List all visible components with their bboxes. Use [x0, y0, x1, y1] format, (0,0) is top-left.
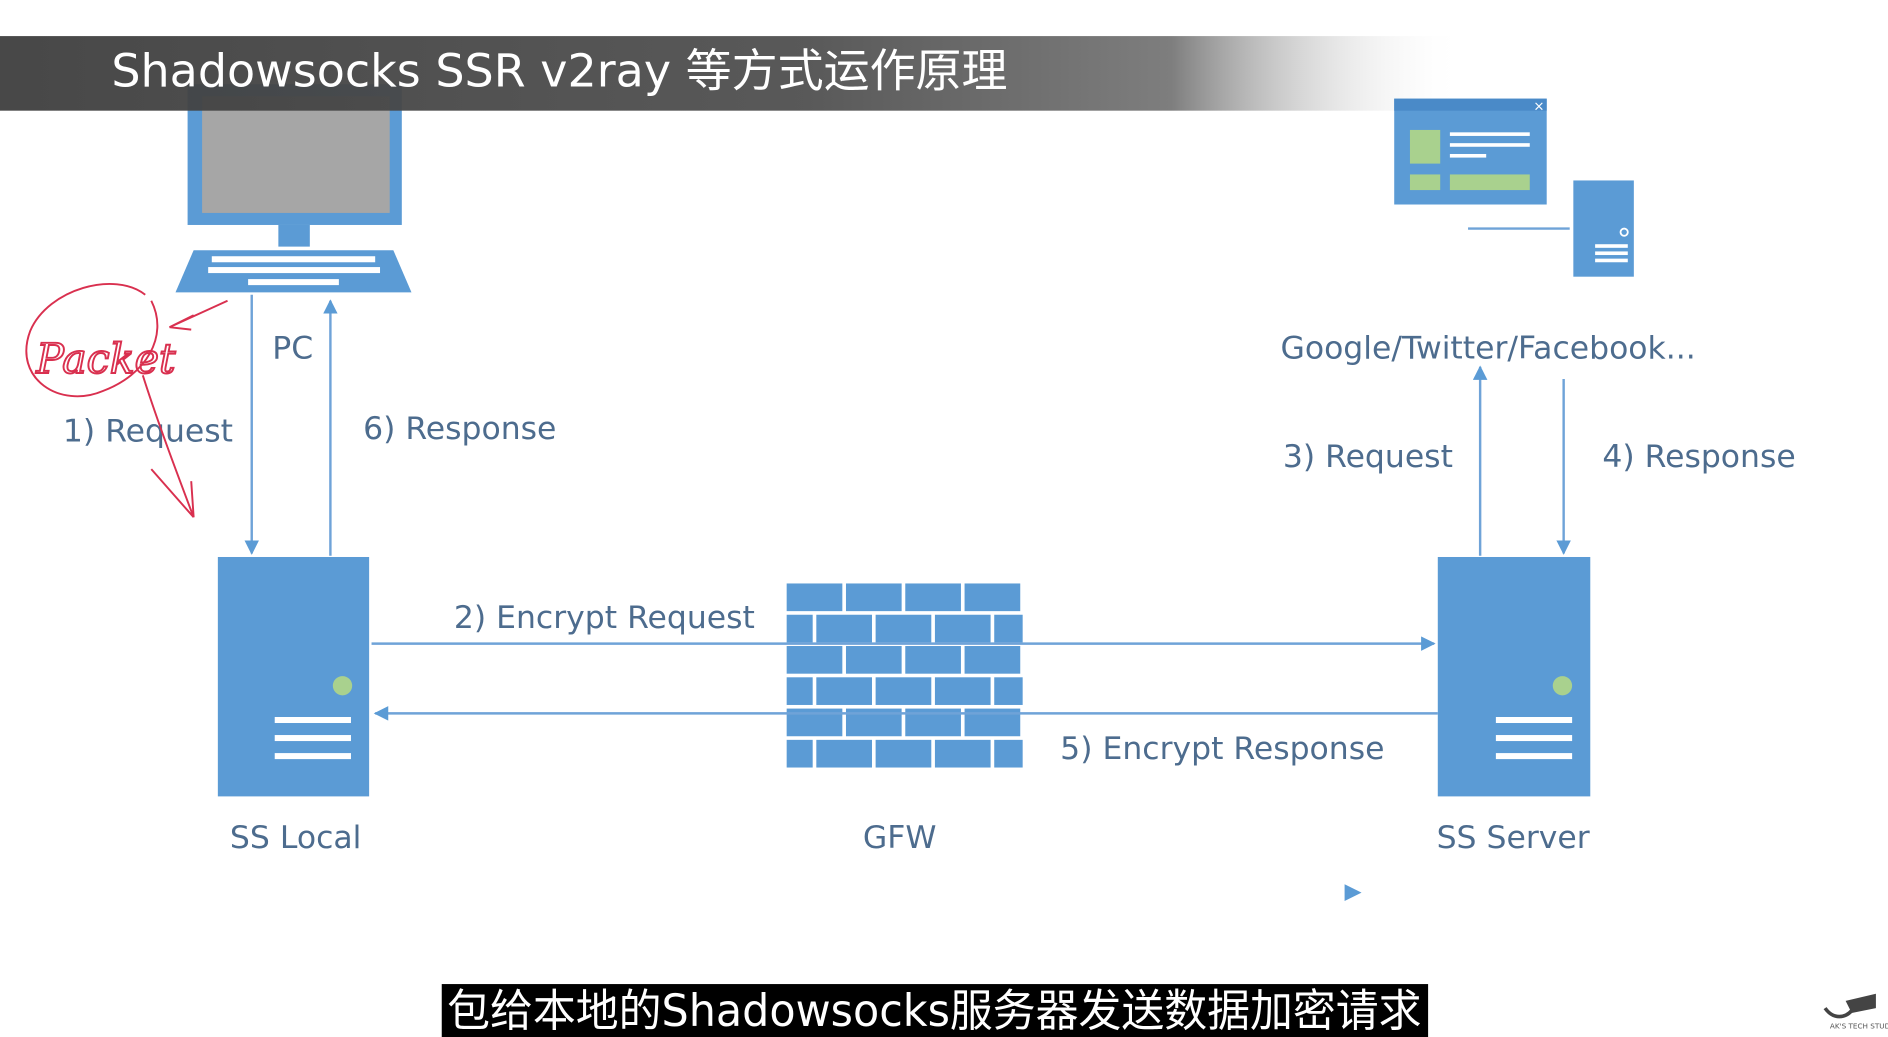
ss-local-server-icon — [217, 556, 370, 797]
firewall-brick — [905, 583, 961, 612]
title-bar — [0, 36, 1465, 111]
firewall-brick — [964, 583, 1021, 612]
firewall-brick — [964, 646, 1021, 674]
firewall-brick — [786, 646, 843, 674]
firewall-brick — [845, 646, 902, 674]
subtitle-text: 包给本地的Shadowsocks服务器发送数据加密请求 — [447, 985, 1421, 1037]
firewall-brick — [786, 739, 813, 768]
firewall-brick — [816, 677, 872, 705]
firewall-brick — [786, 583, 843, 612]
edge-label-1: 1) Request — [63, 414, 233, 450]
firewall-brick — [905, 646, 961, 674]
firewall-brick — [934, 614, 991, 643]
firewall-brick — [816, 614, 872, 643]
play-icon[interactable] — [1344, 884, 1362, 902]
firewall-brick — [786, 677, 813, 705]
edge-label-5: 5) Encrypt Response — [1060, 731, 1384, 767]
ss-local-label: SS Local — [230, 820, 361, 856]
edge-label-6: 6) Response — [363, 411, 556, 447]
firewall-brick — [875, 739, 932, 768]
firewall-brick — [845, 583, 902, 612]
firewall-brick — [994, 614, 1023, 643]
firewall-brick — [994, 677, 1023, 705]
edge-label-3: 3) Request — [1283, 439, 1453, 475]
firewall-brick — [816, 739, 872, 768]
website-icon: × — [1394, 98, 1634, 277]
svg-text:×: × — [1533, 100, 1544, 115]
watermark-logo: AK'S TECH STUDIO — [1823, 993, 1888, 1031]
firewall-brick — [875, 677, 932, 705]
annotation-packet: Packet — [35, 335, 176, 383]
gfw-label: GFW — [863, 820, 937, 856]
ss-server-label: SS Server — [1437, 820, 1590, 856]
pc-label: PC — [272, 331, 313, 367]
firewall-icon — [786, 583, 1023, 772]
firewall-brick — [994, 739, 1023, 768]
edge-label-2: 2) Encrypt Request — [454, 600, 755, 636]
pc-icon — [175, 84, 412, 293]
subtitle-background — [441, 984, 1429, 1037]
edge-label-4: 4) Response — [1602, 439, 1795, 475]
ss-server-icon — [1437, 556, 1591, 797]
svg-text:AK'S TECH STUDIO: AK'S TECH STUDIO — [1830, 1022, 1888, 1031]
handwritten-annotation — [25, 283, 228, 518]
firewall-brick — [934, 739, 991, 768]
firewall-brick — [934, 677, 991, 705]
firewall-brick — [786, 614, 813, 643]
firewall-brick — [875, 614, 932, 643]
slide-title: Shadowsocks SSR v2ray 等方式运作原理 — [111, 44, 1007, 98]
sites-label: Google/Twitter/Facebook... — [1280, 331, 1695, 367]
